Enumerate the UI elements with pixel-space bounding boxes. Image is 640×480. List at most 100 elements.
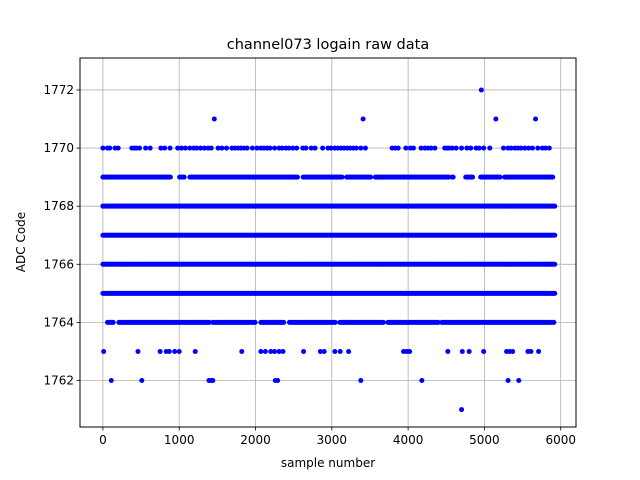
data-point [135, 348, 141, 354]
data-points [100, 87, 558, 413]
data-point [552, 232, 558, 238]
data-point [478, 87, 484, 93]
data-point [219, 145, 225, 151]
data-point [510, 348, 516, 354]
data-point [208, 145, 214, 151]
y-tick-label: 1772 [43, 83, 74, 97]
data-point [546, 145, 552, 151]
x-tick-label: 4000 [393, 433, 424, 447]
data-point [501, 145, 507, 151]
data-point [505, 378, 511, 384]
data-point [530, 145, 536, 151]
data-point [187, 145, 193, 151]
y-tick-label: 1764 [43, 315, 74, 329]
data-point [410, 145, 416, 151]
data-point [224, 145, 230, 151]
x-tick-label: 2000 [240, 433, 271, 447]
data-point [320, 145, 326, 151]
data-point [516, 378, 522, 384]
data-point [194, 145, 200, 151]
data-point [526, 145, 532, 151]
data-point [332, 319, 338, 325]
data-point [518, 145, 524, 151]
data-point [157, 348, 163, 354]
data-point [552, 203, 558, 209]
data-point [493, 116, 499, 122]
data-point [100, 145, 106, 151]
data-point [337, 348, 343, 354]
data-point [267, 145, 273, 151]
data-point [268, 348, 274, 354]
data-point [445, 348, 451, 354]
data-point [380, 319, 386, 325]
data-point [167, 145, 173, 151]
data-point [166, 348, 172, 354]
data-point [466, 348, 472, 354]
data-point [198, 145, 204, 151]
data-point [481, 348, 487, 354]
data-point [281, 319, 287, 325]
data-point [258, 348, 264, 354]
y-tick-label: 1770 [43, 141, 74, 155]
data-point [459, 348, 465, 354]
data-point [418, 145, 424, 151]
data-point [272, 145, 278, 151]
data-point [303, 145, 309, 151]
data-point [239, 348, 245, 354]
data-point [143, 145, 149, 151]
data-point [178, 145, 184, 151]
data-point [252, 319, 258, 325]
data-point [294, 174, 300, 180]
data-point [453, 145, 459, 151]
data-point [244, 145, 250, 151]
data-point [358, 145, 364, 151]
data-point [215, 145, 221, 151]
data-point [368, 174, 374, 180]
data-point [167, 174, 173, 180]
x-tick-label: 6000 [545, 433, 576, 447]
grid [80, 58, 576, 427]
y-axis-ticks: 1762 1764 1766 1768 1770 1772 [43, 83, 80, 388]
data-point [147, 145, 153, 151]
data-point [262, 348, 268, 354]
data-point [279, 145, 285, 151]
data-point [107, 145, 113, 151]
x-tick-label: 1000 [164, 433, 195, 447]
data-point [158, 145, 164, 151]
data-point [407, 348, 413, 354]
x-tick-label: 0 [99, 433, 107, 447]
data-point [101, 348, 107, 354]
data-point [328, 145, 334, 151]
data-point [275, 378, 281, 384]
data-point [542, 145, 548, 151]
data-point [552, 261, 558, 267]
data-point [312, 145, 318, 151]
data-point [459, 407, 465, 413]
data-point [192, 348, 198, 354]
data-point [276, 348, 282, 354]
data-point [286, 145, 292, 151]
data-point [481, 145, 487, 151]
data-point [137, 145, 143, 151]
data-point [551, 319, 557, 325]
data-point [346, 348, 352, 354]
y-tick-label: 1762 [43, 374, 74, 388]
data-point [181, 174, 187, 180]
data-point [290, 145, 296, 151]
data-point [419, 378, 425, 384]
data-point [428, 145, 434, 151]
x-tick-label: 3000 [317, 433, 348, 447]
data-point [321, 348, 327, 354]
data-point [468, 145, 474, 151]
data-point [339, 174, 345, 180]
data-point [476, 145, 482, 151]
data-point [459, 145, 465, 151]
plot-frame [79, 57, 577, 428]
x-tick-label: 5000 [469, 433, 500, 447]
data-point [508, 145, 514, 151]
data-point [528, 348, 534, 354]
data-point [206, 319, 212, 325]
data-point [210, 378, 216, 384]
y-tick-label: 1766 [43, 257, 74, 271]
